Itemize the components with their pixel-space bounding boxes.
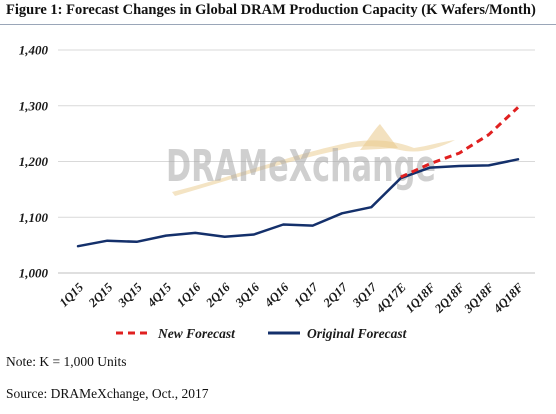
x-tick-label: 3Q16 [232,280,263,311]
line-chart: DRAMeXchange 1,000 1,100 1,200 1,300 1,400 1… [19,43,535,341]
title-divider [0,24,556,25]
watermark-peak [360,124,398,150]
watermark-text: DRAMeXchange [166,141,436,192]
x-tick-label: 3Q18F [461,280,498,317]
x-tick-label: 4Q18F [490,280,527,317]
figure-title: Figure 1: Forecast Changes in Global DRA… [6,2,536,18]
x-tick-label: 2Q17 [320,280,351,311]
x-tick-label: 2Q16 [203,280,234,311]
x-axis-ticks: 1Q15 2Q15 3Q15 4Q15 1Q16 2Q16 3Q16 4Q16 1Q17 2Q17… [57,280,527,317]
series [76,106,520,248]
legend: New Forecast Original Forecast [116,326,408,341]
x-tick-label: 4Q16 [261,280,292,311]
y-tick-label: 1,200 [19,154,49,169]
y-tick-label: 1,300 [19,98,49,113]
source-text: Source: DRAMeXchange, Oct., 2017 [6,386,209,401]
x-tick-label: 3Q15 [115,280,145,310]
x-tick-label: 1Q18F [403,280,439,316]
gridlines [58,49,535,274]
y-tick-label: 1,100 [19,210,49,225]
x-tick-label: 4Q17E [373,280,409,316]
x-tick-label: 1Q17 [291,280,321,310]
original-forecast-line [76,158,520,248]
x-tick-label: 1Q15 [57,280,87,310]
watermark-swoosh [172,140,455,196]
x-tick-label: 2Q18F [431,280,468,317]
y-tick-label: 1,400 [19,43,49,58]
x-tick-label: 2Q15 [85,280,115,310]
note-text: Note: K = 1,000 Units [6,354,127,369]
legend-label-new-forecast: New Forecast [157,326,236,341]
x-tick-label: 4Q15 [144,280,174,310]
x-tick-label: 1Q16 [174,280,204,310]
y-tick-label: 1,000 [19,266,49,281]
watermark: DRAMeXchange [166,124,455,196]
legend-label-original-forecast: Original Forecast [307,326,408,341]
y-axis-ticks: 1,000 1,100 1,200 1,300 1,400 [19,43,49,281]
new-forecast-line [400,106,520,179]
